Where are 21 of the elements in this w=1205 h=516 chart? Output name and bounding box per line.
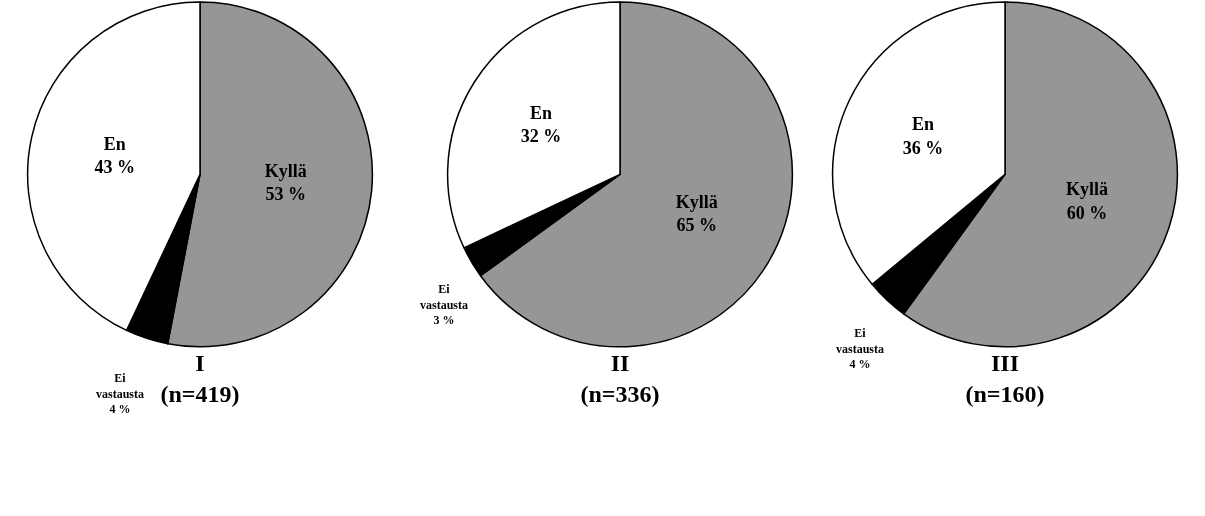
data-label: 53 % xyxy=(265,184,307,205)
slice-label: Kyllä xyxy=(1065,179,1108,200)
slice-label: En xyxy=(530,102,553,123)
slice-label: Ei vastausta xyxy=(836,326,885,356)
text: I (n=419) xyxy=(160,349,240,407)
slice-label: Kyllä xyxy=(264,160,307,181)
data-label: 32 % xyxy=(520,126,562,147)
data-label: 3 % xyxy=(433,313,455,328)
data-label: 60 % xyxy=(1066,202,1108,223)
slice-label: En xyxy=(912,114,935,135)
data-label: 65 % xyxy=(676,215,718,236)
text: II (n=336) xyxy=(580,349,660,407)
data-label: 43 % xyxy=(94,157,136,178)
data-label: 4 % xyxy=(849,357,871,372)
slice-label: Kyllä xyxy=(675,191,718,212)
slice-label: Ei vastausta xyxy=(96,371,145,401)
data-label: 36 % xyxy=(902,137,944,158)
slice-label: Ei vastausta xyxy=(420,282,469,312)
text: III (n=160) xyxy=(965,349,1045,407)
data-label: 4 % xyxy=(109,402,131,417)
slice-label: En xyxy=(103,133,126,154)
